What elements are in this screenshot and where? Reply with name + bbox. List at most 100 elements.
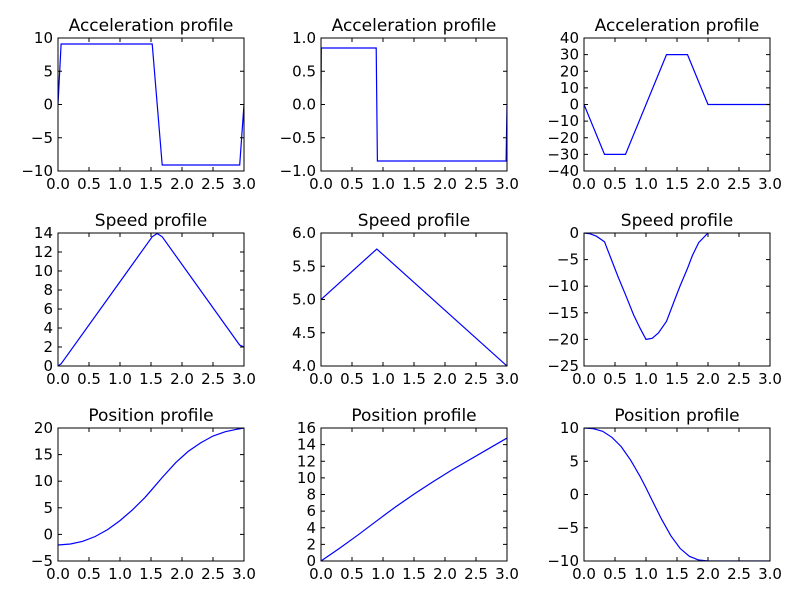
y-tick-label: 0.5 (292, 62, 316, 80)
axes-frame (583, 232, 771, 367)
y-tick-label: −30 (547, 145, 579, 163)
y-tick-label: 20 (34, 419, 53, 437)
axes-frame (320, 232, 508, 367)
x-tick-label: 1.0 (634, 370, 658, 388)
y-tick-label: −5 (557, 251, 579, 269)
x-tick-label: 0.5 (340, 565, 364, 583)
y-tick-label: 0 (43, 525, 53, 543)
y-tick-label: 2 (306, 535, 316, 553)
y-tick-label: −40 (547, 162, 579, 180)
x-tick-label: 0.5 (77, 175, 101, 193)
x-tick-label: 1.5 (665, 565, 689, 583)
subplot-title: Position profile (88, 406, 213, 426)
y-tick-label: 10 (34, 472, 53, 490)
x-tick-label: 0.5 (603, 370, 627, 388)
x-tick-label: 0.5 (340, 370, 364, 388)
subplot-3: Acceleration profile 0.0 0.5 1.0 1.5 2.0 2.5 3.… (547, 16, 782, 193)
subplot-title: Position profile (614, 406, 739, 426)
x-tick-label: 1.5 (139, 565, 163, 583)
x-tick-label: 0.5 (340, 175, 364, 193)
y-tick-label: 5.5 (292, 257, 316, 275)
x-tick-label: 2.0 (433, 175, 457, 193)
series-line (58, 428, 244, 546)
x-tick-label: 2.0 (170, 175, 194, 193)
x-tick-label: 3.0 (758, 565, 782, 583)
axes-frame (57, 37, 245, 172)
axes-frame (57, 232, 245, 367)
x-tick-label: 0.0 (46, 370, 70, 388)
x-tick-label: 2.0 (433, 565, 457, 583)
x-tick-label: 0.5 (77, 565, 101, 583)
x-tick-label: 2.0 (696, 175, 720, 193)
y-tick-label: 40 (560, 29, 579, 47)
subplot-2: Acceleration profile 0.0 0.5 1.0 1.5 2.0 2.5 3.… (280, 16, 519, 193)
subplot-8: Position profile 0.0 0.5 1.0 1.5 2.0 2.5 3.0 024… (297, 406, 519, 583)
y-tick-label: 10 (560, 419, 579, 437)
y-tick-label: 5 (43, 62, 53, 80)
y-tick-label: 0 (569, 224, 579, 242)
subplot-7: Position profile 0.0 0.5 1.0 1.5 2.0 2.5 3.0 −5 0… (31, 406, 256, 583)
y-tick-label: 6.0 (292, 224, 316, 242)
series-line (58, 233, 244, 366)
series-line (584, 233, 709, 341)
y-tick-label: −5 (31, 129, 53, 147)
x-tick-label: 0.0 (309, 370, 333, 388)
y-tick-label: 10 (34, 29, 53, 47)
x-tick-label: 1.5 (139, 370, 163, 388)
x-tick-label: 2.0 (696, 565, 720, 583)
x-tick-label: 1.5 (402, 175, 426, 193)
x-tick-label: 3.0 (495, 370, 519, 388)
x-tick-label: 1.0 (371, 175, 395, 193)
x-tick-label: 2.5 (727, 175, 751, 193)
x-tick-label: 1.5 (665, 175, 689, 193)
x-tick-label: 1.0 (634, 175, 658, 193)
x-tick-label: 3.0 (758, 370, 782, 388)
x-tick-label: 1.0 (108, 565, 132, 583)
y-tick-label: 0 (43, 357, 53, 375)
subplot-title: Acceleration profile (69, 16, 234, 36)
series-line (58, 43, 244, 166)
series-line (321, 47, 507, 162)
x-tick-label: 3.0 (495, 565, 519, 583)
x-tick-label: 1.0 (108, 175, 132, 193)
series-line (584, 53, 770, 155)
y-tick-label: 10 (34, 262, 53, 280)
x-tick-label: 1.5 (402, 370, 426, 388)
y-tick-label: 4 (306, 519, 316, 537)
y-tick-label: 0 (306, 552, 316, 570)
x-tick-label: 0.0 (309, 565, 333, 583)
y-tick-label: 4.0 (292, 357, 316, 375)
subplot-5: Speed profile 0.0 0.5 1.0 1.5 2.0 2.5 3.0 4.0 4.5… (292, 211, 519, 388)
x-tick-label: 2.5 (464, 565, 488, 583)
x-tick-label: 2.5 (727, 565, 751, 583)
x-tick-label: 2.0 (170, 565, 194, 583)
y-tick-label: 5 (43, 499, 53, 517)
y-tick-label: 15 (34, 446, 53, 464)
y-tick-label: 1.0 (292, 29, 316, 47)
x-tick-label: 2.5 (201, 370, 225, 388)
x-tick-label: 1.0 (108, 370, 132, 388)
y-tick-label: 12 (34, 243, 53, 261)
y-tick-label: 4 (43, 319, 53, 337)
y-tick-label: −25 (547, 357, 579, 375)
x-tick-label: 2.5 (201, 175, 225, 193)
y-tick-label: −10 (547, 552, 579, 570)
y-tick-label: 0 (43, 96, 53, 114)
y-tick-label: 5 (569, 452, 579, 470)
y-tick-label: −10 (547, 112, 579, 130)
y-tick-label: −5 (557, 519, 579, 537)
axes-frame (320, 427, 508, 562)
series-line (321, 248, 507, 366)
y-tick-label: −15 (547, 304, 579, 322)
x-tick-label: 1.0 (371, 370, 395, 388)
y-tick-label: 10 (297, 469, 316, 487)
subplot-title: Speed profile (358, 211, 470, 231)
y-tick-label: 5.0 (292, 291, 316, 309)
subplot-9: Position profile 0.0 0.5 1.0 1.5 2.0 2.5 3.0 −10… (547, 406, 782, 583)
x-tick-label: 0.0 (572, 175, 596, 193)
x-tick-label: 3.0 (495, 175, 519, 193)
x-tick-label: 2.5 (464, 370, 488, 388)
x-tick-label: 0.0 (46, 175, 70, 193)
y-tick-label: 0.0 (292, 96, 316, 114)
x-tick-label: 1.5 (139, 175, 163, 193)
